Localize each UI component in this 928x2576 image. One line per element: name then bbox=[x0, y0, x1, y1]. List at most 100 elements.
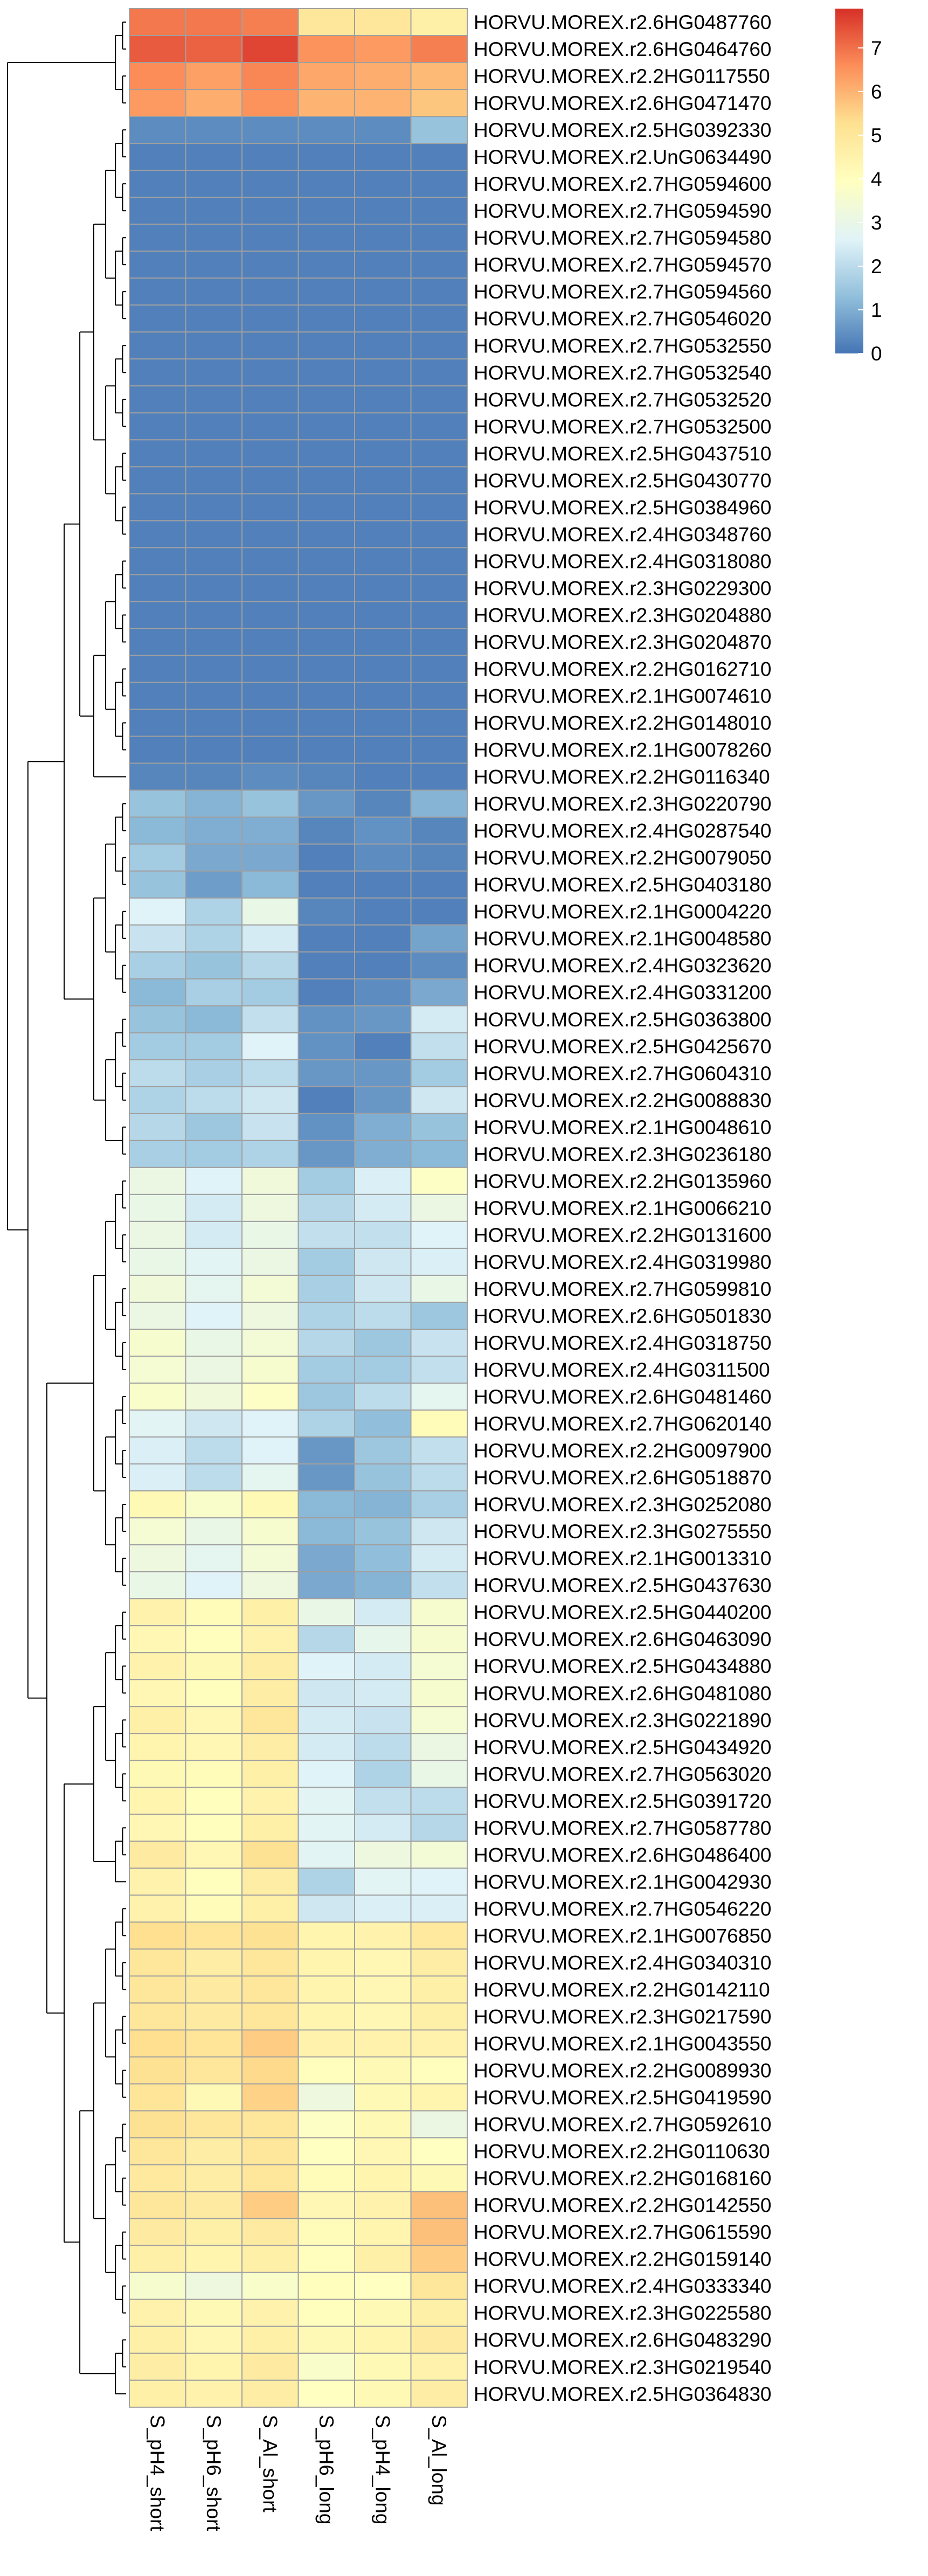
row-label: HORVU.MOREX.r2.7HG0532520 bbox=[474, 388, 772, 411]
heatmap-cell bbox=[297, 1301, 355, 1330]
heatmap-cell bbox=[354, 304, 412, 333]
heatmap-cell bbox=[129, 655, 186, 683]
heatmap-cell bbox=[354, 1841, 412, 1869]
heatmap-cell bbox=[129, 1463, 186, 1492]
heatmap-cell bbox=[354, 1652, 412, 1681]
heatmap-cell bbox=[297, 2352, 355, 2381]
heatmap-cell bbox=[354, 628, 412, 656]
heatmap-cell bbox=[129, 358, 186, 387]
heatmap-cell bbox=[129, 628, 186, 656]
heatmap-cell bbox=[129, 1544, 186, 1573]
heatmap-cell bbox=[129, 2056, 186, 2085]
row-label: HORVU.MOREX.r2.6HG0487760 bbox=[474, 11, 772, 33]
heatmap-cell bbox=[354, 2029, 412, 2058]
row-label: HORVU.MOREX.r2.7HG0615590 bbox=[474, 2221, 772, 2244]
heatmap-cell bbox=[410, 1463, 468, 1492]
row-label: HORVU.MOREX.r2.2HG0097900 bbox=[474, 1440, 772, 1462]
heatmap-cell bbox=[297, 1921, 355, 1950]
heatmap-cell bbox=[410, 358, 468, 387]
heatmap-cell bbox=[297, 116, 355, 144]
row-label: HORVU.MOREX.r2.1HG0048610 bbox=[474, 1116, 772, 1138]
heatmap-cell bbox=[297, 2002, 355, 2031]
heatmap-cell bbox=[410, 1706, 468, 1734]
heatmap-cell bbox=[354, 385, 412, 414]
heatmap-cell bbox=[185, 1598, 243, 1627]
heatmap-cell bbox=[241, 197, 299, 225]
heatmap-cell bbox=[129, 2218, 186, 2246]
heatmap-cell bbox=[297, 709, 355, 737]
heatmap-cell bbox=[354, 143, 412, 171]
heatmap-cell bbox=[185, 2056, 243, 2085]
heatmap-cell bbox=[129, 385, 186, 414]
heatmap-cell bbox=[354, 1625, 412, 1654]
heatmap-cell bbox=[354, 2191, 412, 2219]
heatmap-cell bbox=[354, 601, 412, 629]
heatmap-cell bbox=[297, 2029, 355, 2058]
row-label: HORVU.MOREX.r2.2HG0162710 bbox=[474, 658, 772, 680]
row-label: HORVU.MOREX.r2.4HG0287540 bbox=[474, 820, 772, 842]
heatmap-cell bbox=[297, 8, 355, 37]
row-label: HORVU.MOREX.r2.6HG0464760 bbox=[474, 38, 772, 60]
heatmap-cell bbox=[129, 1220, 186, 1249]
heatmap-cell bbox=[297, 385, 355, 414]
heatmap-cell bbox=[354, 439, 412, 468]
heatmap-cell bbox=[241, 1571, 299, 1600]
heatmap-cell bbox=[241, 1409, 299, 1438]
heatmap-cell bbox=[354, 520, 412, 548]
heatmap-cell bbox=[410, 35, 468, 64]
heatmap-cell bbox=[354, 62, 412, 91]
heatmap-cell bbox=[297, 1894, 355, 1923]
heatmap-cell bbox=[241, 2110, 299, 2138]
legend-tick-label: 7 bbox=[871, 37, 882, 59]
heatmap-cell bbox=[297, 1356, 355, 1384]
heatmap-cell bbox=[185, 816, 243, 845]
heatmap-cell bbox=[241, 1220, 299, 1249]
legend-tick-label: 1 bbox=[871, 299, 882, 321]
row-label: HORVU.MOREX.r2.3HG0219540 bbox=[474, 2356, 772, 2378]
heatmap-cell bbox=[241, 331, 299, 360]
heatmap-cell bbox=[354, 1814, 412, 1842]
heatmap-cell bbox=[185, 197, 243, 225]
heatmap-cell bbox=[410, 277, 468, 306]
heatmap-cell bbox=[297, 1113, 355, 1141]
heatmap-cell bbox=[297, 304, 355, 333]
row-label: HORVU.MOREX.r2.2HG0142550 bbox=[474, 2195, 772, 2217]
heatmap-cell bbox=[185, 870, 243, 899]
heatmap-cell bbox=[297, 1086, 355, 1114]
heatmap-cell bbox=[297, 1841, 355, 1869]
heatmap-cell bbox=[297, 1383, 355, 1411]
heatmap-cell bbox=[354, 1571, 412, 1600]
row-label: HORVU.MOREX.r2.2HG0142110 bbox=[474, 1978, 770, 2001]
row-label: HORVU.MOREX.r2.1HG0066210 bbox=[474, 1197, 772, 1219]
heatmap-cell bbox=[129, 1409, 186, 1438]
heatmap-cell bbox=[410, 628, 468, 656]
heatmap-cell bbox=[129, 520, 186, 548]
heatmap-cell bbox=[129, 709, 186, 737]
heatmap-cell bbox=[129, 2083, 186, 2112]
heatmap-cell bbox=[410, 1005, 468, 1033]
heatmap-cell bbox=[241, 1921, 299, 1950]
heatmap-cell bbox=[354, 1247, 412, 1276]
heatmap-cell bbox=[185, 924, 243, 953]
heatmap-cell bbox=[129, 816, 186, 845]
heatmap-cell bbox=[185, 547, 243, 575]
row-label: HORVU.MOREX.r2.7HG0592610 bbox=[474, 2114, 772, 2136]
heatmap-cell bbox=[185, 1301, 243, 1330]
row-label: HORVU.MOREX.r2.5HG0437630 bbox=[474, 1574, 772, 1596]
row-label: HORVU.MOREX.r2.5HG0391720 bbox=[474, 1790, 772, 1812]
row-label: HORVU.MOREX.r2.3HG0225580 bbox=[474, 2302, 772, 2324]
heatmap-cell bbox=[354, 1167, 412, 1195]
heatmap-cell bbox=[410, 1517, 468, 1546]
heatmap-cell bbox=[410, 89, 468, 117]
heatmap-cell bbox=[410, 1571, 468, 1600]
heatmap-cell bbox=[297, 574, 355, 602]
heatmap-cell bbox=[241, 116, 299, 144]
heatmap-cell bbox=[185, 412, 243, 441]
heatmap-cell bbox=[241, 2272, 299, 2300]
heatmap-cell bbox=[185, 735, 243, 764]
heatmap-cell bbox=[410, 978, 468, 1006]
heatmap-cell bbox=[297, 1706, 355, 1734]
heatmap-cell bbox=[297, 331, 355, 360]
heatmap-cell bbox=[410, 1140, 468, 1168]
heatmap-cell bbox=[354, 1005, 412, 1033]
